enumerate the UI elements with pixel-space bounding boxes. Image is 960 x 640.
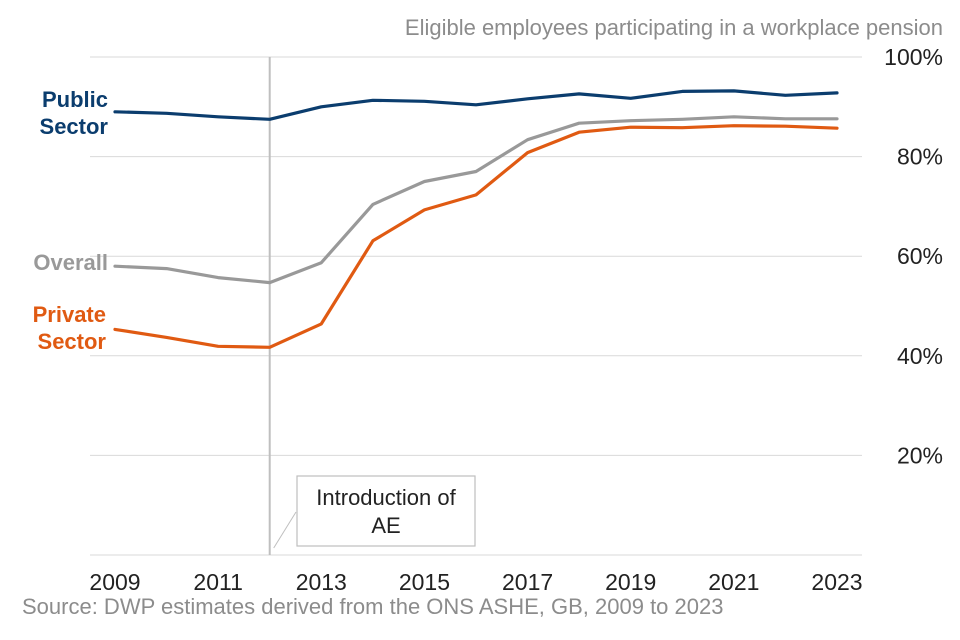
series-label: Public — [42, 87, 108, 112]
annotation-text: AE — [371, 513, 400, 538]
x-tick-label: 2015 — [399, 569, 450, 595]
series-line — [113, 115, 839, 285]
chart-title: Eligible employees participating in a wo… — [405, 15, 943, 40]
x-tick-label: 2013 — [296, 569, 347, 595]
series-label: Overall — [33, 250, 108, 275]
y-tick-label: 20% — [897, 442, 943, 468]
x-tick-label: 2011 — [193, 569, 242, 595]
gridlines — [90, 56, 862, 556]
series-label: Private — [33, 302, 106, 327]
series-lines — [113, 89, 839, 349]
series-line — [113, 124, 839, 349]
y-axis-ticks: 20% 40% 60% 80% 100% — [884, 44, 943, 468]
x-tick-label: 2019 — [605, 569, 656, 595]
series-label: Sector — [38, 329, 107, 354]
y-tick-label: 100% — [884, 44, 943, 70]
annotation: Introduction of AE — [268, 57, 476, 555]
annotation-box — [296, 475, 476, 547]
x-tick-label: 2021 — [708, 569, 759, 595]
x-tick-label: 2009 — [89, 569, 140, 595]
annotation-text: Introduction of — [316, 485, 456, 510]
x-axis-ticks: 2009 2011 2013 2015 2017 2019 2021 2023 — [89, 569, 862, 595]
y-tick-label: 60% — [897, 243, 943, 269]
x-tick-label: 2023 — [811, 569, 862, 595]
source-note: Source: DWP estimates derived from the O… — [22, 594, 724, 619]
annotation-leader — [273, 511, 297, 549]
y-tick-label: 80% — [897, 144, 943, 170]
series-line — [113, 89, 839, 121]
y-tick-label: 40% — [897, 343, 943, 369]
x-tick-label: 2017 — [502, 569, 553, 595]
series-label: Sector — [40, 114, 109, 139]
